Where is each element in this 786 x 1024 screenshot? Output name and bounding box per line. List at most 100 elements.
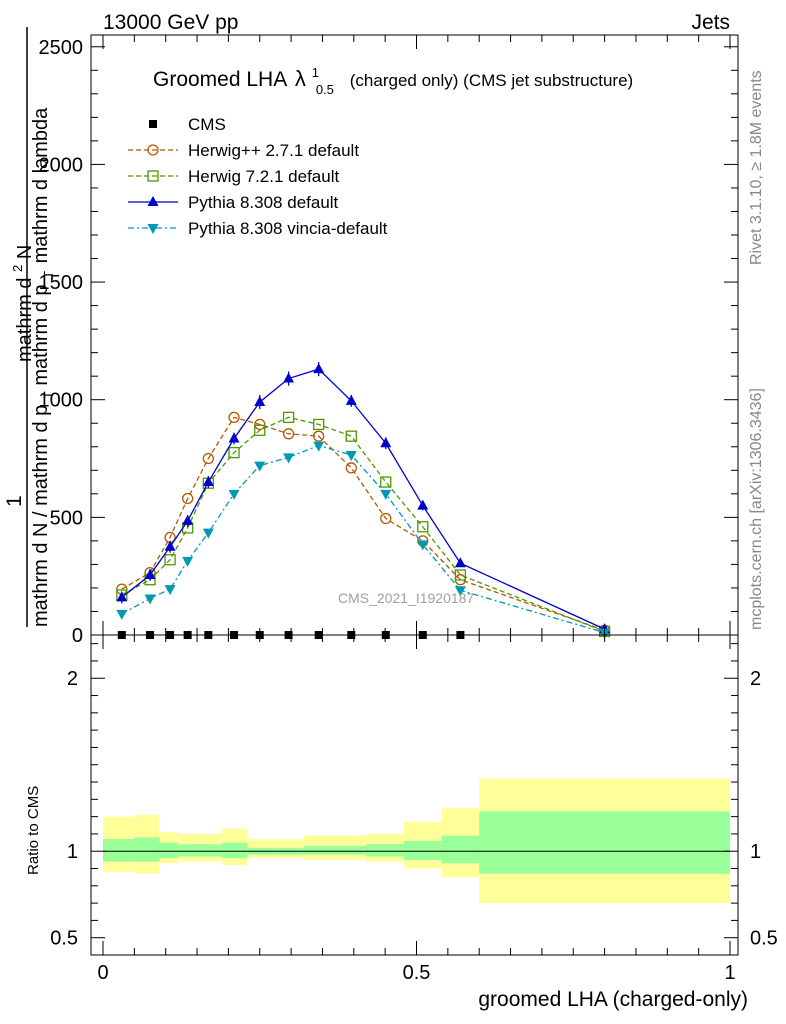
series-point: [313, 363, 325, 374]
ratio-inner-band-bin: [479, 811, 730, 874]
legend-marker: [149, 120, 157, 128]
y-label-denominator-main: mathrm d N / mathrm d p: [30, 405, 52, 627]
y-label-denominator-mid: mathrm d p: [30, 284, 52, 385]
y-label-numerator-sup: 2: [10, 265, 25, 272]
axis-ticks: 0 500 1000 1500 2000 2500 0.5 0.5 1 1 2 2 0 0.5 1: [39, 35, 778, 984]
plot-title-rest: (charged only) (CMS jet substructure): [350, 71, 633, 90]
ratio-inner-band-bin: [403, 840, 442, 860]
series-point: [345, 462, 357, 474]
series-point: [380, 437, 392, 448]
series-point: [202, 476, 214, 487]
mcplots-label: mcplots.cern.ch [arXiv:1306.3436]: [748, 388, 765, 630]
legend-item: Pythia 8.308 vincia-default: [128, 219, 388, 238]
legend-label: Pythia 8.308 vincia-default: [188, 219, 388, 238]
ratio-inner-band-bin: [178, 844, 198, 857]
rivet-version-label: Rivet 3.1.10, ≥ 1.8M events: [748, 70, 765, 265]
series-point: [313, 441, 325, 452]
legend-marker: [147, 196, 159, 206]
ratio-plot-frame: [90, 634, 739, 956]
plot-title-main: Groomed LHA: [153, 68, 287, 91]
plot-title-sub: 0.5: [316, 82, 334, 97]
series-point: [345, 394, 357, 405]
ratio-y-tick-label-right: 2: [750, 668, 761, 690]
ratio-y-tick-label: 1: [67, 841, 78, 863]
series-point: [345, 430, 357, 442]
y-label-denominator-end: mathrm d lambda: [30, 107, 52, 263]
series-point: [254, 396, 266, 407]
series-line: [121, 368, 605, 630]
series-point: [144, 594, 156, 605]
ratio-inner-band-bin: [197, 844, 223, 857]
analysis-watermark: CMS_2021_I1920187: [338, 590, 474, 606]
plot-title-symbol: λ: [295, 66, 306, 91]
legend-label: Herwig 7.2.1 default: [188, 167, 339, 186]
series-point: [182, 514, 194, 525]
series-point: [313, 418, 325, 431]
y-label-denominator-sub: T: [41, 391, 56, 399]
series-point: [454, 557, 466, 568]
series-point: [417, 540, 429, 551]
series-pythia-8-308-vincia-default: [116, 441, 611, 639]
series-point: [282, 411, 295, 424]
ratio-inner-band-bin: [303, 846, 335, 855]
y-label-denominator-sub2: T: [41, 271, 56, 279]
series-point: [228, 411, 240, 424]
main-y-tick-label: 1000: [39, 390, 84, 412]
series-point: [282, 428, 295, 440]
legend-marker: [147, 224, 159, 234]
legend-item: Herwig 7.2.1 default: [128, 167, 339, 186]
series-point: [345, 451, 357, 461]
y-label-numerator: mathrm d 2 N: [5, 245, 36, 362]
ratio-inner-band-bin: [366, 844, 404, 857]
y-label-numerator-n: N: [14, 245, 36, 259]
ratio-bands: [103, 778, 730, 904]
series-point: [380, 489, 392, 500]
main-y-label: 1 mathrm d 2 N mathrm d N / mathrm d p T…: [3, 27, 58, 627]
plot-title-sup: 1: [312, 65, 319, 80]
legend-item: Pythia 8.308 default: [128, 193, 339, 212]
legend-marker: [147, 144, 159, 156]
x-axis-label: groomed LHA (charged-only): [478, 988, 748, 1011]
ratio-inner-band-bin: [159, 842, 179, 859]
main-y-tick-label: 500: [50, 507, 83, 529]
x-tick-label: 1: [724, 962, 735, 984]
series-point: [202, 452, 214, 465]
ratio-y-tick-label-right: 1: [750, 841, 761, 863]
main-y-tick-label: 2500: [39, 37, 84, 59]
series-point: [380, 476, 392, 488]
main-y-tick-label: 1500: [39, 272, 84, 294]
legend-marker: [147, 170, 159, 182]
ratio-inner-band-bin: [103, 839, 135, 862]
legend-label: CMS: [188, 115, 226, 134]
x-tick-label: 0.5: [403, 962, 431, 984]
series-point: [454, 569, 467, 581]
plot-title: Groomed LHA λ 1 0.5 (charged only) (CMS …: [153, 59, 633, 99]
series-point: [313, 430, 325, 442]
header-jets-label: Jets: [691, 11, 730, 34]
x-tick-label: 0: [97, 962, 108, 984]
legend-item: CMS: [149, 115, 226, 134]
series-point: [254, 418, 266, 431]
legend: CMS Herwig++ 2.7.1 default Herwig 7.2.1 de…: [128, 115, 388, 238]
series-point: [254, 461, 266, 472]
series-point: [228, 489, 240, 500]
y-label-fraction-numerator-one: 1: [3, 495, 26, 507]
legend-label: Herwig++ 2.7.1 default: [188, 141, 359, 160]
header-energy-label: 13000 GeV pp: [103, 11, 238, 34]
series-point: [182, 556, 194, 567]
y-label-denominator: mathrm d N / mathrm d p T mathrm d p T m…: [30, 107, 58, 627]
series-point: [417, 521, 429, 533]
legend-label: Pythia 8.308 default: [188, 193, 339, 212]
series-point: [164, 554, 176, 566]
series-point: [116, 609, 128, 620]
series-line: [121, 416, 605, 631]
series-point: [228, 446, 240, 459]
ratio-y-label: Ratio to CMS: [25, 786, 42, 875]
ratio-inner-band-bin: [334, 846, 367, 855]
ratio-y-tick-label: 2: [67, 668, 78, 690]
series-point: [254, 424, 266, 436]
series-line: [121, 444, 605, 634]
ratio-y-tick-label-right: 0.5: [750, 928, 778, 950]
legend-item: Herwig++ 2.7.1 default: [128, 141, 359, 160]
series-point: [116, 591, 128, 602]
